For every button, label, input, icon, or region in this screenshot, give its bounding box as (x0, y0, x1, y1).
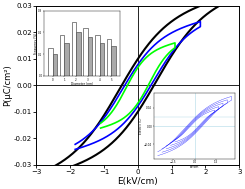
Y-axis label: P(μC/cm²): P(μC/cm²) (3, 65, 12, 106)
X-axis label: E(kV/cm): E(kV/cm) (117, 177, 158, 186)
